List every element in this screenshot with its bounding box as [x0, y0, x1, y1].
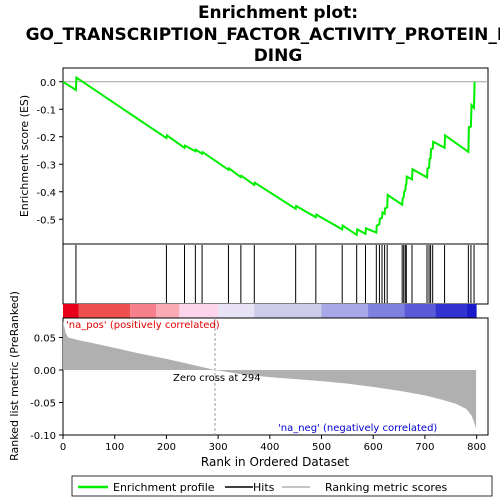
x-tick-label: 800: [467, 442, 486, 453]
color-bar-segment: [368, 304, 405, 318]
hit-markers: [75, 245, 475, 303]
es-y-tick-label: -0.3: [36, 160, 56, 171]
color-bar-segment: [218, 304, 255, 318]
color-bar-segment: [404, 304, 436, 318]
title-line-3: DING: [254, 46, 303, 66]
enrichment-profile-polyline: [62, 75, 476, 237]
es-panel-frame: [62, 67, 489, 245]
hits-panel-frame: [62, 243, 489, 305]
color-bar-segment: [435, 304, 467, 318]
x-axis-ticks: 0 100 200 300 400 500 600 700 800: [60, 435, 486, 453]
enrichment-profile-line: [62, 75, 488, 237]
enrichment-score-panel: 0.0 -0.1 -0.2 -0.3 -0.4 -0.5 Enrichment score…: [18, 67, 489, 245]
rm-y-tick-label: 0.05: [34, 334, 56, 345]
ranking-metric-area: [63, 321, 477, 429]
rm-y-axis-ticks: 0.05 0.00 -0.05 -0.10: [30, 334, 63, 442]
es-y-axis-label: Enrichment score (ES): [18, 95, 31, 217]
color-bar-segment: [156, 304, 180, 318]
legend-frame: [71, 475, 493, 497]
es-y-tick-label: 0.0: [40, 78, 56, 89]
negative-correlation-label: 'na_neg' (negatively correlated): [278, 423, 437, 434]
color-bar-segment: [466, 304, 477, 318]
x-tick-label: 400: [260, 442, 279, 453]
zero-cross-label: Zero cross at 294: [173, 373, 261, 384]
ranking-color-bar: [63, 304, 477, 318]
legend-hits-label: Hits: [253, 481, 275, 494]
title-line-2: GO_TRANSCRIPTION_FACTOR_ACTIVITY_PROTEIN…: [26, 25, 500, 45]
ranked-metric-panel: 0.05 0.00 -0.05 -0.10 'na_pos' (positively …: [8, 291, 489, 461]
color-bar-segment: [78, 304, 131, 318]
es-y-tick-label: -0.1: [36, 105, 56, 116]
color-bar-segment: [130, 304, 157, 318]
es-y-tick-label: -0.4: [36, 188, 56, 199]
rm-y-axis-label: Ranked list metric (PreRanked): [8, 291, 21, 461]
color-bar-segment: [179, 304, 219, 318]
es-y-axis-ticks: 0.0 -0.1 -0.2 -0.3 -0.4 -0.5: [36, 78, 63, 226]
title-line-1: Enrichment plot:: [198, 3, 358, 23]
legend-ranking-label: Ranking metric scores: [325, 481, 447, 494]
x-tick-label: 700: [415, 442, 434, 453]
x-tick-label: 0: [60, 442, 66, 453]
rm-y-tick-label: 0.00: [34, 366, 56, 377]
color-bar-segment: [254, 304, 322, 318]
x-tick-label: 100: [105, 442, 124, 453]
es-y-tick-label: -0.5: [36, 215, 56, 226]
ranking-metric-fill: [63, 321, 477, 429]
x-tick-label: 500: [312, 442, 331, 453]
chart-title: Enrichment plot: GO_TRANSCRIPTION_FACTOR…: [26, 3, 500, 66]
legend-enrichment-label: Enrichment profile: [113, 481, 215, 494]
color-bar-segment: [321, 304, 369, 318]
x-tick-label: 600: [364, 442, 383, 453]
rm-y-tick-label: -0.10: [30, 431, 56, 442]
positive-correlation-label: 'na_pos' (positively correlated): [66, 320, 220, 331]
x-axis-label: Rank in Ordered Dataset: [201, 455, 349, 469]
rm-y-tick-label: -0.05: [30, 399, 56, 410]
x-tick-label: 200: [157, 442, 176, 453]
es-y-tick-label: -0.2: [36, 133, 56, 144]
hits-panel: [62, 243, 489, 305]
color-bar-segment: [63, 304, 79, 318]
chart-legend: Enrichment profile Hits Ranking metric s…: [71, 475, 493, 497]
x-tick-label: 300: [209, 442, 228, 453]
